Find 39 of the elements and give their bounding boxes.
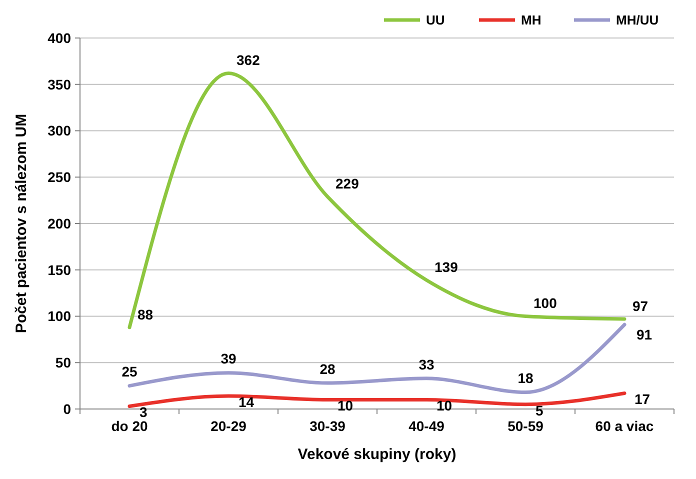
data-label: 88 bbox=[138, 306, 154, 322]
y-tick-label: 50 bbox=[55, 354, 72, 371]
y-tick-label: 400 bbox=[48, 30, 72, 46]
legend-label: MH bbox=[521, 12, 542, 28]
y-tick-label: 0 bbox=[63, 400, 72, 417]
y-tick-label: 150 bbox=[48, 262, 72, 278]
y-tick-label: 250 bbox=[48, 169, 72, 186]
data-label: 139 bbox=[434, 258, 458, 275]
data-label: 14 bbox=[238, 394, 254, 410]
data-label: 17 bbox=[634, 391, 650, 408]
y-tick-label: 350 bbox=[48, 76, 72, 92]
data-label: 28 bbox=[320, 360, 336, 377]
data-label: 97 bbox=[632, 298, 648, 314]
legend-label: UU bbox=[426, 12, 445, 28]
x-tick-label: 20-29 bbox=[210, 418, 247, 434]
x-tick-label: 30-39 bbox=[310, 418, 346, 434]
data-label: 39 bbox=[220, 350, 236, 367]
data-label: 18 bbox=[518, 370, 534, 386]
x-tick-label: do 20 bbox=[111, 418, 148, 434]
data-label: 25 bbox=[122, 364, 138, 380]
y-tick-label: 200 bbox=[48, 215, 72, 232]
x-tick-label: 60 a viac bbox=[595, 418, 654, 434]
data-label: 33 bbox=[418, 356, 434, 372]
legend-label: MH/UU bbox=[616, 12, 659, 28]
data-label: 5 bbox=[536, 402, 544, 418]
data-label: 10 bbox=[338, 398, 354, 414]
data-label: 3 bbox=[140, 404, 148, 420]
x-axis-title: Vekové skupiny (roky) bbox=[298, 446, 456, 463]
y-tick-label: 300 bbox=[48, 122, 72, 139]
data-label: 229 bbox=[336, 176, 360, 192]
y-axis-title: Počet pacientov s nálezom UM bbox=[13, 114, 30, 334]
data-label: 100 bbox=[534, 295, 558, 312]
y-tick-label: 100 bbox=[48, 308, 72, 324]
data-label: 362 bbox=[236, 52, 260, 68]
x-tick-label: 40-49 bbox=[408, 418, 445, 434]
data-label: 91 bbox=[636, 326, 652, 342]
data-label: 10 bbox=[436, 398, 452, 414]
line-series bbox=[128, 71, 626, 330]
x-tick-label: 50-59 bbox=[508, 418, 544, 434]
